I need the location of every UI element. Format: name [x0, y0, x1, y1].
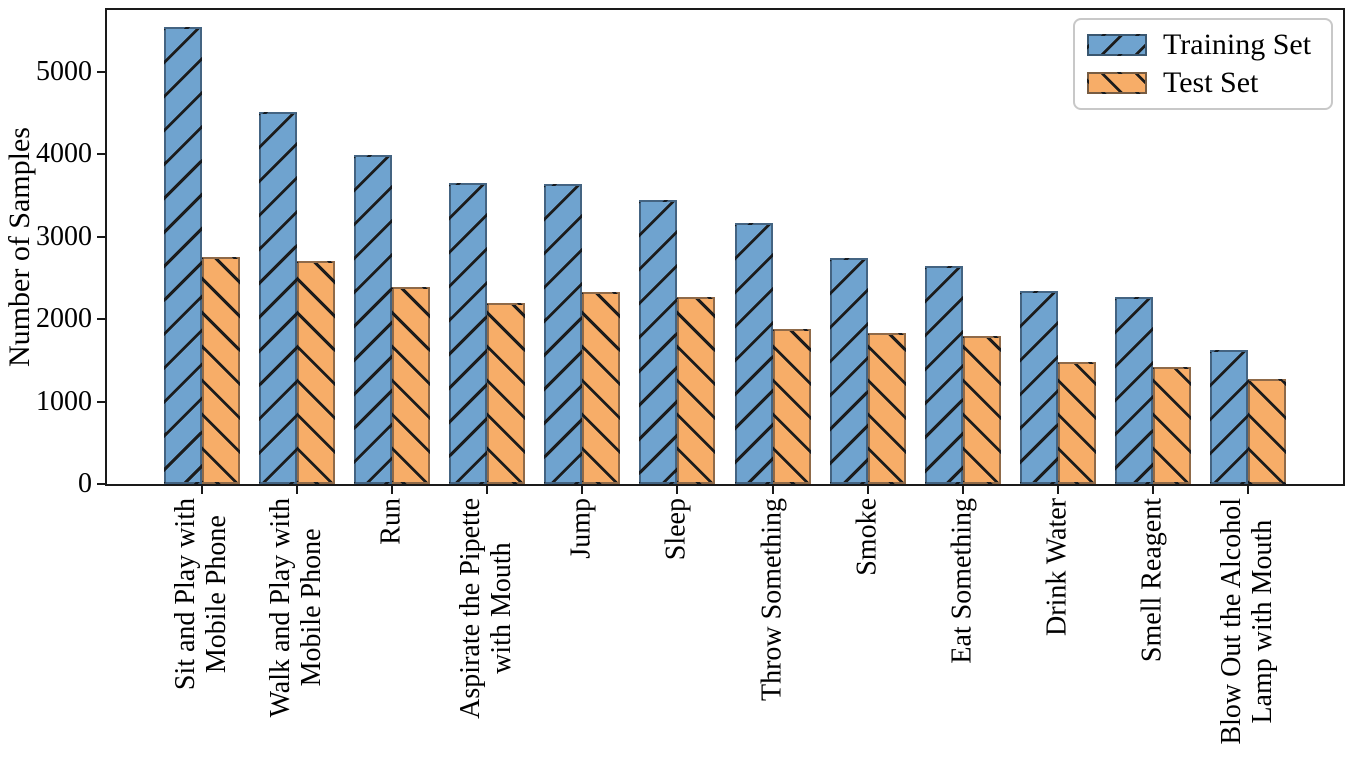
bar-training-set: [164, 27, 203, 484]
bar-test-set: [962, 336, 1001, 484]
bar-test-set: [297, 261, 336, 484]
x-tick-mark: [486, 486, 489, 494]
bar-training-set: [354, 155, 393, 484]
x-tick-mark: [1151, 486, 1154, 494]
bar-training-set: [544, 184, 583, 484]
x-tick-mark: [676, 486, 679, 494]
bar-training-set: [734, 223, 773, 484]
bar-test-set: [582, 292, 621, 484]
y-tick-label: 4000: [36, 138, 92, 170]
x-tick-mark: [866, 486, 869, 494]
y-tick-mark: [97, 153, 105, 156]
y-tick-label: 1000: [36, 385, 92, 417]
legend-label-training-set: Training Set: [1163, 28, 1312, 62]
x-tick-label: Run: [375, 498, 407, 545]
bar-training-set: [1114, 297, 1153, 484]
x-tick-label: Sit and Play with Mobile Phone: [170, 498, 233, 691]
x-tick-mark: [1056, 486, 1059, 494]
bar-test-set: [1057, 362, 1096, 484]
bar-test-set: [392, 287, 431, 484]
test-set-swatch-icon: [1087, 71, 1147, 94]
bar-training-set: [639, 200, 678, 484]
x-tick-label: Drink Water: [1041, 498, 1073, 636]
x-tick-mark: [296, 486, 299, 494]
bar-test-set: [867, 333, 906, 484]
y-tick-mark: [97, 400, 105, 403]
x-tick-label: Jump: [565, 498, 597, 559]
bar-training-set: [1209, 350, 1248, 484]
bar-test-set: [772, 329, 811, 484]
x-tick-mark: [1246, 486, 1249, 494]
y-tick-label: 2000: [36, 303, 92, 335]
y-tick-label: 0: [78, 468, 92, 499]
y-tick-mark: [97, 235, 105, 238]
y-tick-label: 3000: [36, 220, 92, 252]
legend: Training Set Test Set: [1073, 18, 1333, 110]
y-tick-label: 5000: [36, 55, 92, 87]
x-tick-mark: [581, 486, 584, 494]
x-tick-label: Eat Something: [946, 498, 978, 664]
x-tick-mark: [201, 486, 204, 494]
bar-training-set: [449, 183, 488, 484]
legend-item-test-set: Test Set: [1075, 65, 1331, 99]
x-tick-label: Walk and Play with Mobile Phone: [265, 498, 328, 718]
bar-test-set: [1247, 379, 1286, 484]
bar-training-set: [829, 258, 868, 484]
x-tick-label: Throw Something: [756, 498, 788, 701]
bar-test-set: [677, 297, 716, 484]
x-tick-mark: [961, 486, 964, 494]
x-tick-mark: [391, 486, 394, 494]
y-tick-mark: [97, 318, 105, 321]
x-tick-label: Smoke: [851, 498, 883, 576]
bar-test-set: [202, 257, 241, 484]
legend-label-test-set: Test Set: [1163, 65, 1259, 99]
bar-training-set: [924, 266, 963, 484]
y-tick-mark: [97, 483, 105, 485]
y-tick-mark: [97, 70, 105, 73]
x-tick-label: Smell Reagent: [1136, 498, 1168, 663]
x-tick-label: Aspirate the Pipette with Mouth: [455, 498, 518, 719]
legend-item-training-set: Training Set: [1075, 29, 1331, 61]
bar-test-set: [487, 303, 526, 484]
bar-training-set: [259, 112, 298, 484]
x-tick-mark: [771, 486, 774, 494]
x-tick-label: Blow Out the Alcohol Lamp with Mouth: [1216, 498, 1278, 745]
bar-training-set: [1019, 291, 1058, 484]
training-set-swatch-icon: [1087, 34, 1147, 57]
x-tick-label: Sleep: [661, 498, 693, 561]
bar-test-set: [1152, 367, 1191, 484]
